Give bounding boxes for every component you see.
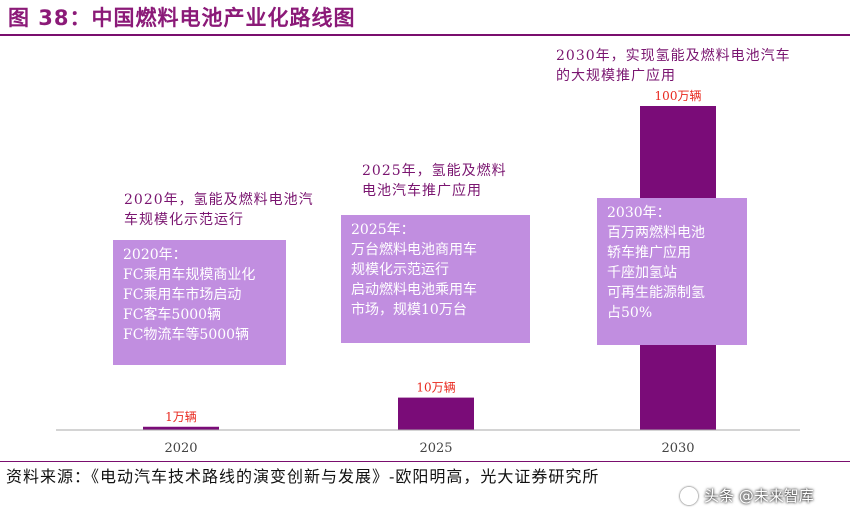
callout-2030: 2030年，实现氢能及燃料电池汽车 的大规模推广应用 bbox=[556, 46, 791, 86]
box-2025-line: 2025年： bbox=[351, 222, 415, 238]
watermark: 头条 @未来智库 bbox=[680, 485, 814, 506]
callout-2025: 2025年，氢能及燃料 电池汽车推广应用 bbox=[362, 161, 507, 201]
x-tick-label-2025: 2025 bbox=[419, 441, 452, 456]
title-rule bbox=[0, 34, 850, 36]
data-label-2020: 1万辆 bbox=[165, 410, 197, 424]
callout-2025-line1: 2025年，氢能及燃料 bbox=[362, 163, 507, 179]
box-2025-line: 万台燃料电池商用车 bbox=[351, 242, 477, 258]
callout-2030-line1: 2030年，实现氢能及燃料电池汽车 bbox=[556, 48, 791, 64]
data-label-2025: 10万辆 bbox=[416, 381, 455, 395]
box-2030-line: 轿车推广应用 bbox=[607, 245, 691, 261]
bar-2025 bbox=[398, 397, 474, 430]
box-2020-line: FC乘用车市场启动 bbox=[123, 287, 242, 303]
x-tick-label-2020: 2020 bbox=[164, 441, 197, 456]
box-2020-line: FC物流车等5000辆 bbox=[123, 327, 250, 343]
box-2020-line: FC客车5000辆 bbox=[123, 307, 222, 323]
box-2025-line: 启动燃料电池乘用车 bbox=[351, 282, 477, 298]
box-2030-line: 百万两燃料电池 bbox=[607, 225, 705, 241]
callout-2030-line2: 的大规模推广应用 bbox=[556, 68, 676, 84]
footer-rule bbox=[0, 461, 850, 462]
watermark-text: 头条 @未来智库 bbox=[704, 487, 814, 505]
milestone-box-2030: 2030年： 百万两燃料电池 轿车推广应用 千座加氢站 可再生能源制氢 占50% bbox=[597, 198, 747, 345]
milestone-box-2025: 2025年： 万台燃料电池商用车 规模化示范运行 启动燃料电池乘用车 市场，规模… bbox=[341, 215, 530, 343]
source-note: 资料来源：《电动汽车技术路线的演变创新与发展》-欧阳明高，光大证券研究所 bbox=[6, 467, 600, 486]
box-2020-line: 2020年： bbox=[123, 247, 187, 263]
bar-2020 bbox=[143, 426, 219, 430]
box-2030-line: 千座加氢站 bbox=[607, 265, 677, 281]
box-2025-line: 市场，规模10万台 bbox=[351, 302, 467, 318]
figure-title: 图 38：中国燃料电池产业化路线图 bbox=[8, 6, 356, 30]
data-label-2030: 100万辆 bbox=[655, 89, 702, 103]
callout-2020: 2020年，氢能及燃料电池汽车规模化示范运行 bbox=[124, 192, 314, 228]
watermark-logo-icon bbox=[680, 486, 698, 505]
box-2030-line: 占50% bbox=[607, 305, 653, 321]
milestone-box-2020: 2020年： FC乘用车规模商业化 FC乘用车市场启动 FC客车5000辆 FC… bbox=[113, 240, 286, 365]
box-2030-line: 可再生能源制氢 bbox=[607, 285, 705, 301]
box-2025-line: 规模化示范运行 bbox=[351, 262, 449, 278]
callout-2025-line2: 电池汽车推广应用 bbox=[362, 183, 482, 199]
box-2030-line: 2030年： bbox=[607, 205, 671, 221]
x-tick-label-2030: 2030 bbox=[661, 441, 694, 456]
box-2020-line: FC乘用车规模商业化 bbox=[123, 267, 256, 283]
